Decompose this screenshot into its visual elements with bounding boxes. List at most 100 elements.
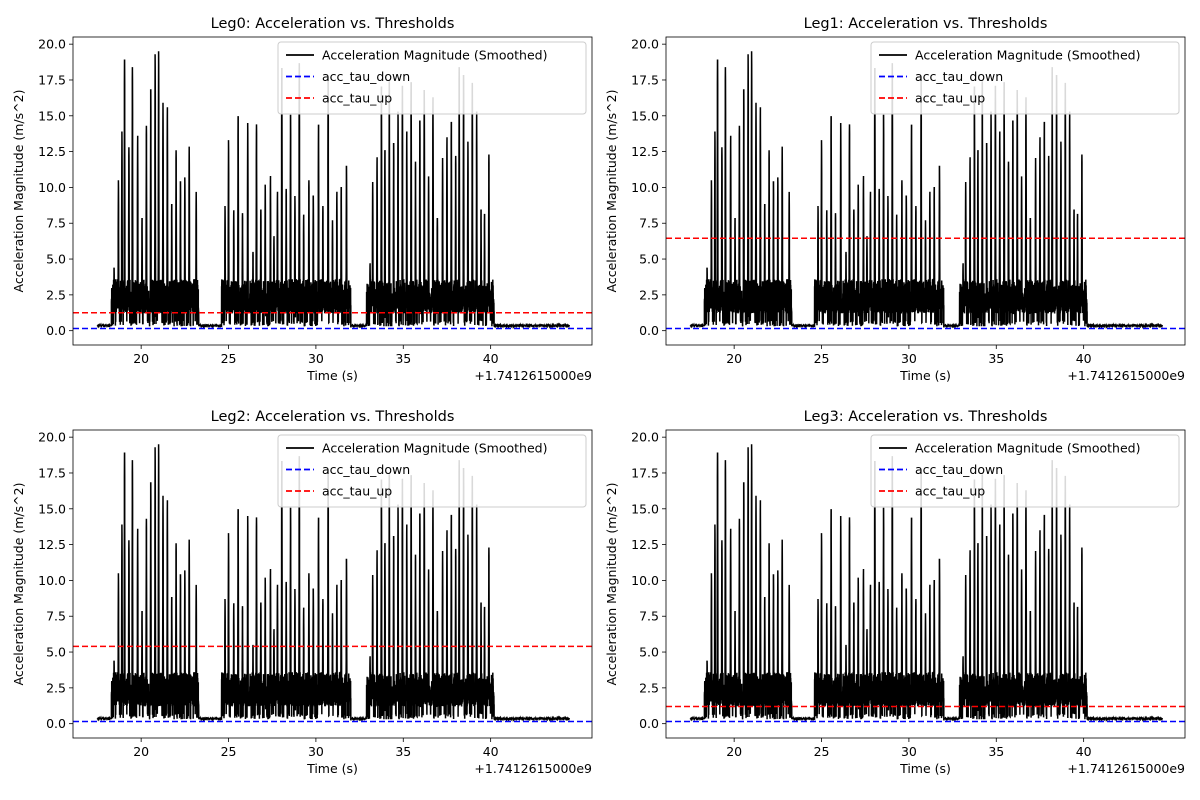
x-offset-label: +1.7412615000e9 bbox=[474, 368, 592, 383]
x-tick-label: 20 bbox=[133, 744, 149, 759]
y-tick-label: 20.0 bbox=[38, 37, 66, 52]
y-tick-label: 17.5 bbox=[38, 465, 66, 480]
x-axis-label: Time (s) bbox=[306, 368, 358, 383]
x-tick-label: 30 bbox=[901, 351, 917, 366]
y-tick-label: 12.5 bbox=[631, 537, 659, 552]
subplot-title: Leg0: Acceleration vs. Thresholds bbox=[211, 16, 455, 32]
legend-entry: acc_tau_down bbox=[915, 462, 1003, 477]
legend-entry: Acceleration Magnitude (Smoothed) bbox=[915, 48, 1140, 63]
legend-entry: Acceleration Magnitude (Smoothed) bbox=[915, 441, 1140, 456]
y-tick-label: 0.0 bbox=[46, 323, 66, 338]
y-tick-label: 10.0 bbox=[631, 180, 659, 195]
x-tick-label: 20 bbox=[726, 744, 742, 759]
y-tick-label: 5.0 bbox=[46, 645, 66, 660]
y-tick-label: 0.0 bbox=[46, 716, 66, 731]
legend-entry: acc_tau_up bbox=[322, 91, 392, 106]
x-tick-label: 25 bbox=[221, 744, 237, 759]
legend: Acceleration Magnitude (Smoothed) acc_tau… bbox=[277, 434, 587, 508]
y-tick-label: 7.5 bbox=[46, 609, 66, 624]
y-axis-label: Acceleration Magnitude (m/s^2) bbox=[604, 90, 619, 293]
y-tick-label: 5.0 bbox=[46, 252, 66, 267]
subplot-3: Leg3: Acceleration vs. Thresholds 20 25 30 3… bbox=[604, 409, 1186, 776]
subplot-title: Leg1: Acceleration vs. Thresholds bbox=[804, 16, 1048, 32]
y-tick-label: 2.5 bbox=[639, 287, 659, 302]
x-tick-label: 35 bbox=[395, 351, 411, 366]
x-tick-label: 40 bbox=[1076, 351, 1092, 366]
x-tick-label: 25 bbox=[814, 351, 830, 366]
axes-frame bbox=[72, 36, 593, 346]
y-axis-label: Acceleration Magnitude (m/s^2) bbox=[11, 90, 26, 293]
subplot-2: Leg2: Acceleration vs. Thresholds 20 25 30 3… bbox=[11, 409, 593, 776]
y-tick-label: 12.5 bbox=[631, 144, 659, 159]
x-offset-label: +1.7412615000e9 bbox=[1067, 761, 1185, 776]
x-tick-label: 40 bbox=[1076, 744, 1092, 759]
y-tick-label: 10.0 bbox=[38, 180, 66, 195]
legend-frame bbox=[277, 41, 587, 115]
x-offset-label: +1.7412615000e9 bbox=[1067, 368, 1185, 383]
y-tick-label: 17.5 bbox=[631, 465, 659, 480]
y-axis-label: Acceleration Magnitude (m/s^2) bbox=[11, 483, 26, 686]
y-tick-label: 12.5 bbox=[38, 144, 66, 159]
legend-frame bbox=[870, 41, 1180, 115]
x-tick-label: 30 bbox=[308, 351, 324, 366]
x-axis-label: Time (s) bbox=[899, 368, 951, 383]
x-tick-label: 35 bbox=[988, 351, 1004, 366]
y-tick-label: 5.0 bbox=[639, 252, 659, 267]
axes-frame bbox=[72, 429, 593, 739]
legend-entry: acc_tau_down bbox=[322, 462, 410, 477]
series-acceleration-line bbox=[689, 444, 1164, 723]
y-tick-label: 2.5 bbox=[46, 287, 66, 302]
y-tick-label: 0.0 bbox=[639, 716, 659, 731]
legend-entry: acc_tau_down bbox=[322, 69, 410, 84]
legend-entry: acc_tau_down bbox=[915, 69, 1003, 84]
subplot-title: Leg2: Acceleration vs. Thresholds bbox=[211, 409, 455, 425]
y-tick-label: 20.0 bbox=[38, 430, 66, 445]
x-tick-label: 25 bbox=[814, 744, 830, 759]
x-tick-label: 35 bbox=[395, 744, 411, 759]
axes-frame bbox=[665, 429, 1186, 739]
y-axis-label: Acceleration Magnitude (m/s^2) bbox=[604, 483, 619, 686]
y-tick-label: 15.0 bbox=[631, 501, 659, 516]
x-tick-label: 30 bbox=[308, 744, 324, 759]
series-acceleration-line bbox=[96, 51, 571, 330]
x-tick-label: 35 bbox=[988, 744, 1004, 759]
y-tick-label: 17.5 bbox=[631, 72, 659, 87]
subplot-title: Leg3: Acceleration vs. Thresholds bbox=[804, 409, 1048, 425]
y-tick-label: 10.0 bbox=[38, 573, 66, 588]
y-tick-label: 15.0 bbox=[38, 501, 66, 516]
legend-entry: acc_tau_up bbox=[915, 484, 985, 499]
legend-frame bbox=[277, 434, 587, 508]
axes-frame bbox=[665, 36, 1186, 346]
y-tick-label: 20.0 bbox=[631, 430, 659, 445]
legend-entry: acc_tau_up bbox=[322, 484, 392, 499]
series-acceleration-line bbox=[689, 51, 1164, 330]
x-axis-label: Time (s) bbox=[899, 761, 951, 776]
y-tick-label: 15.0 bbox=[631, 108, 659, 123]
legend-frame bbox=[870, 434, 1180, 508]
y-tick-label: 7.5 bbox=[639, 216, 659, 231]
legend-entry: Acceleration Magnitude (Smoothed) bbox=[322, 48, 547, 63]
x-tick-label: 30 bbox=[901, 744, 917, 759]
y-tick-label: 0.0 bbox=[639, 323, 659, 338]
x-offset-label: +1.7412615000e9 bbox=[474, 761, 592, 776]
y-tick-label: 7.5 bbox=[46, 216, 66, 231]
y-tick-label: 2.5 bbox=[46, 680, 66, 695]
y-tick-label: 20.0 bbox=[631, 37, 659, 52]
y-tick-label: 5.0 bbox=[639, 645, 659, 660]
legend: Acceleration Magnitude (Smoothed) acc_tau… bbox=[870, 434, 1180, 508]
y-tick-label: 17.5 bbox=[38, 72, 66, 87]
y-tick-label: 12.5 bbox=[38, 537, 66, 552]
y-tick-label: 2.5 bbox=[639, 680, 659, 695]
x-tick-label: 40 bbox=[483, 351, 499, 366]
x-tick-label: 25 bbox=[221, 351, 237, 366]
x-axis-label: Time (s) bbox=[306, 761, 358, 776]
x-tick-label: 20 bbox=[133, 351, 149, 366]
y-tick-label: 10.0 bbox=[631, 573, 659, 588]
y-tick-label: 7.5 bbox=[639, 609, 659, 624]
legend: Acceleration Magnitude (Smoothed) acc_tau… bbox=[277, 41, 587, 115]
series-acceleration-line bbox=[96, 444, 571, 723]
legend-entry: acc_tau_up bbox=[915, 91, 985, 106]
legend-entry: Acceleration Magnitude (Smoothed) bbox=[322, 441, 547, 456]
subplot-0: Leg0: Acceleration vs. Thresholds 20 25 30 3… bbox=[11, 16, 593, 383]
